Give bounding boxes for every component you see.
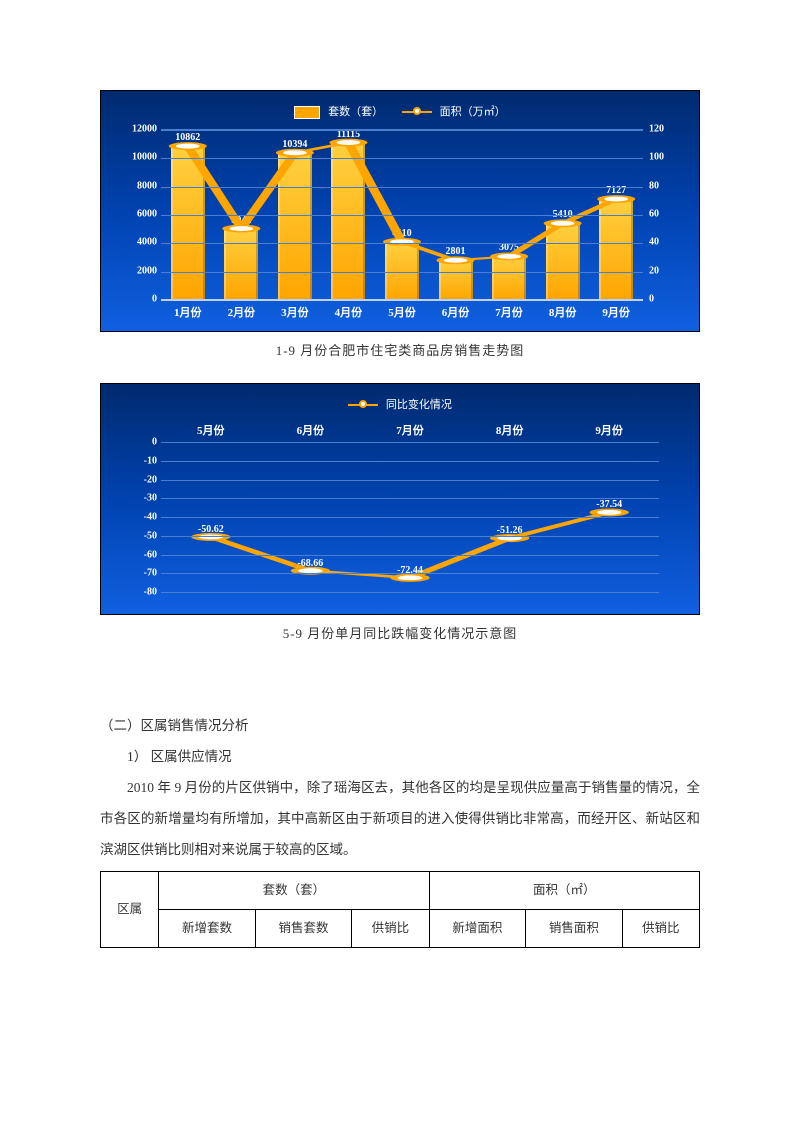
th-new-units: 新增套数 [159, 909, 256, 947]
sales-trend-chart: 套数（套） 面积（万㎡） 020004000600080001000012000… [100, 90, 700, 332]
bar-legend-label: 套数（套） [328, 106, 383, 118]
th-ratio1: 供销比 [352, 909, 429, 947]
chart2-plot: 5月份6月份7月份8月份9月份 0-10-20-30-40-50-60-70-8… [121, 422, 679, 602]
chart1-legend: 套数（套） 面积（万㎡） [121, 103, 679, 119]
line-legend-marker [402, 111, 432, 113]
chart2-x-axis: 5月份6月份7月份8月份9月份 [161, 422, 659, 438]
chart1-plot-area: 108625042103941111541102801307554107127 [161, 129, 643, 300]
chart1-y-left: 020004000600080001000012000 [121, 129, 161, 299]
district-table: 区属 套数（套） 面积（㎡） 新增套数 销售套数 供销比 新增面积 销售面积 供… [100, 871, 700, 948]
chart2-y-left: 0-10-20-30-40-50-60-70-80 [121, 442, 161, 592]
yoy-change-chart: 同比变化情况 5月份6月份7月份8月份9月份 0-10-20-30-40-50-… [100, 383, 700, 615]
section-heading: （二）区属销售情况分析 [100, 710, 700, 741]
section-sub1: 1） 区属供应情况 [100, 741, 700, 772]
th-sold-units: 销售套数 [255, 909, 352, 947]
line-legend-label: 面积（万㎡） [440, 106, 506, 118]
th-sold-area: 销售面积 [526, 909, 623, 947]
th-units: 套数（套） [159, 872, 429, 910]
th-new-area: 新增面积 [429, 909, 526, 947]
chart1-y-right: 020406080100120 [643, 129, 679, 299]
line-legend-label: 同比变化情况 [386, 399, 452, 411]
bar-legend-swatch [294, 106, 320, 119]
document-page: 套数（套） 面积（万㎡） 020004000600080001000012000… [0, 0, 800, 988]
line-legend-marker [348, 404, 378, 406]
th-area: 面积（㎡） [429, 872, 699, 910]
chart2-plot-area: -50.62-68.66-72.44-51.26-37.54 [161, 442, 659, 593]
chart2-caption: 5-9 月份单月同比跌幅变化情况示意图 [100, 623, 700, 642]
section-body: 2010 年 9 月份的片区供销中，除了瑶海区去，其他各区的均是呈现供应量高于销… [100, 772, 700, 865]
th-ratio2: 供销比 [622, 909, 699, 947]
th-district: 区属 [101, 872, 159, 948]
text-section: （二）区属销售情况分析 1） 区属供应情况 2010 年 9 月份的片区供销中，… [100, 710, 700, 948]
chart1-x-axis: 1月份2月份3月份4月份5月份6月份7月份8月份9月份 [161, 299, 643, 319]
chart1-plot: 020004000600080001000012000 020406080100… [121, 129, 679, 319]
chart1-caption: 1-9 月份合肥市住宅类商品房销售走势图 [100, 340, 700, 359]
chart2-legend: 同比变化情况 [121, 396, 679, 412]
